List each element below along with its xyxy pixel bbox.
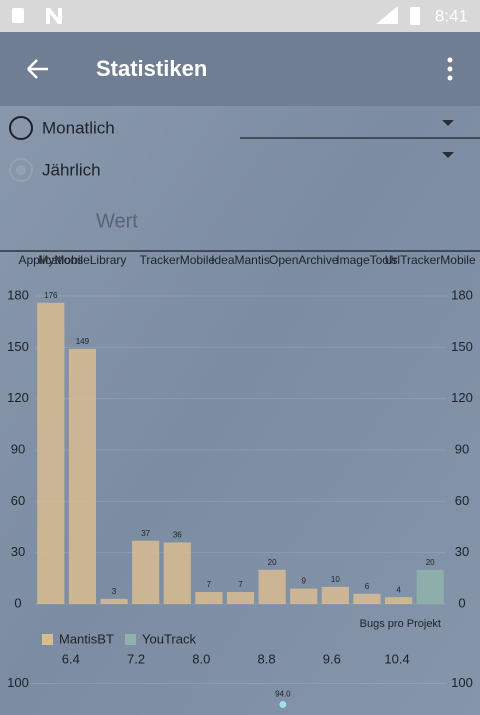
bar: [163, 542, 191, 604]
point: [279, 701, 287, 708]
x-tick-label: Applications: [18, 253, 83, 267]
x-tick-label: 9.6: [323, 651, 341, 666]
x-tick-label: TrackerMobile: [139, 253, 215, 267]
sd-icon: [12, 8, 24, 23]
bar: [290, 588, 318, 604]
y-tick-label: 100: [7, 675, 29, 690]
y2-tick-label: 100: [451, 675, 473, 690]
value-label: 20: [268, 558, 277, 567]
y2-tick-label: 180: [451, 287, 473, 302]
value-label: 4: [396, 585, 401, 594]
bar: [226, 592, 255, 604]
value-label: 9: [302, 577, 307, 586]
x-tick-label: 10.4: [384, 651, 409, 666]
value-label: 7: [207, 580, 212, 589]
bar: [68, 349, 97, 604]
radio-monthly[interactable]: [9, 116, 33, 140]
x-tick-label: 6.4: [62, 651, 80, 666]
y-tick-label: 30: [11, 544, 25, 559]
y-tick-label: 120: [7, 390, 29, 405]
x-tick-label: ImageTools: [336, 253, 397, 267]
clock: 8:41: [435, 6, 468, 25]
y2-tick-label: 30: [455, 544, 469, 559]
x-tick-label: IdeaMantis: [211, 253, 270, 267]
bar: [100, 598, 128, 604]
option-label: Jährlich: [42, 160, 101, 179]
y2-tick-label: 150: [451, 339, 473, 354]
radio-yearly[interactable]: [9, 158, 33, 182]
app-title: Statistiken: [96, 56, 207, 81]
legend-swatch: [42, 634, 53, 645]
x-tick-label: OpenArchive: [269, 253, 339, 267]
spinner-arrow[interactable]: [442, 120, 454, 126]
bar: [384, 597, 413, 604]
spinner-arrow[interactable]: [442, 152, 454, 158]
legend-label: YouTrack: [142, 631, 196, 646]
battery-icon: [410, 7, 420, 25]
menu-button[interactable]: [447, 57, 453, 81]
x-tick-label: 8.0: [192, 651, 210, 666]
y-tick-label: 180: [7, 287, 29, 302]
y2-tick-label: 0: [458, 595, 465, 610]
x-tick-label: 7.2: [127, 651, 145, 666]
x-tick-label: MyMobileLibrary: [38, 253, 126, 267]
chart-description: Bugs pro Projekt: [360, 618, 441, 630]
value-label: 94.0: [275, 690, 291, 699]
value-label: 176: [44, 291, 58, 300]
bar: [37, 302, 65, 604]
value-label: 20: [426, 558, 435, 567]
bar: [258, 569, 286, 604]
input-placeholder[interactable]: Wert: [96, 210, 138, 232]
n-icon: [46, 8, 62, 24]
value-label: 6: [365, 582, 370, 591]
y-tick-label: 0: [14, 595, 21, 610]
legend-label: MantisBT: [59, 631, 114, 646]
y-tick-label: 90: [11, 441, 25, 456]
y-tick-label: 150: [7, 339, 29, 354]
y2-tick-label: 90: [455, 441, 469, 456]
value-label: 3: [112, 587, 117, 596]
y2-tick-label: 120: [451, 390, 473, 405]
app-bar: [0, 32, 480, 106]
value-label: 7: [238, 580, 243, 589]
value-label: 37: [141, 529, 150, 538]
back-button[interactable]: [27, 59, 48, 79]
legend-swatch: [125, 634, 136, 645]
option-label: Monatlich: [42, 118, 115, 137]
value-label: 149: [76, 337, 90, 346]
bar: [416, 569, 444, 604]
x-tick-label: UrlTrackerMobile: [385, 253, 476, 267]
bar: [195, 592, 223, 604]
status-bar: [0, 0, 480, 32]
value-label: 36: [173, 531, 182, 540]
value-label: 10: [331, 575, 340, 584]
bar: [353, 593, 381, 604]
signal-icon: [376, 6, 398, 24]
bar: [132, 540, 160, 604]
y-tick-label: 60: [11, 493, 25, 508]
bar: [321, 586, 349, 604]
y2-tick-label: 60: [455, 493, 469, 508]
x-tick-label: 8.8: [258, 651, 276, 666]
radio-dot: [16, 165, 26, 175]
